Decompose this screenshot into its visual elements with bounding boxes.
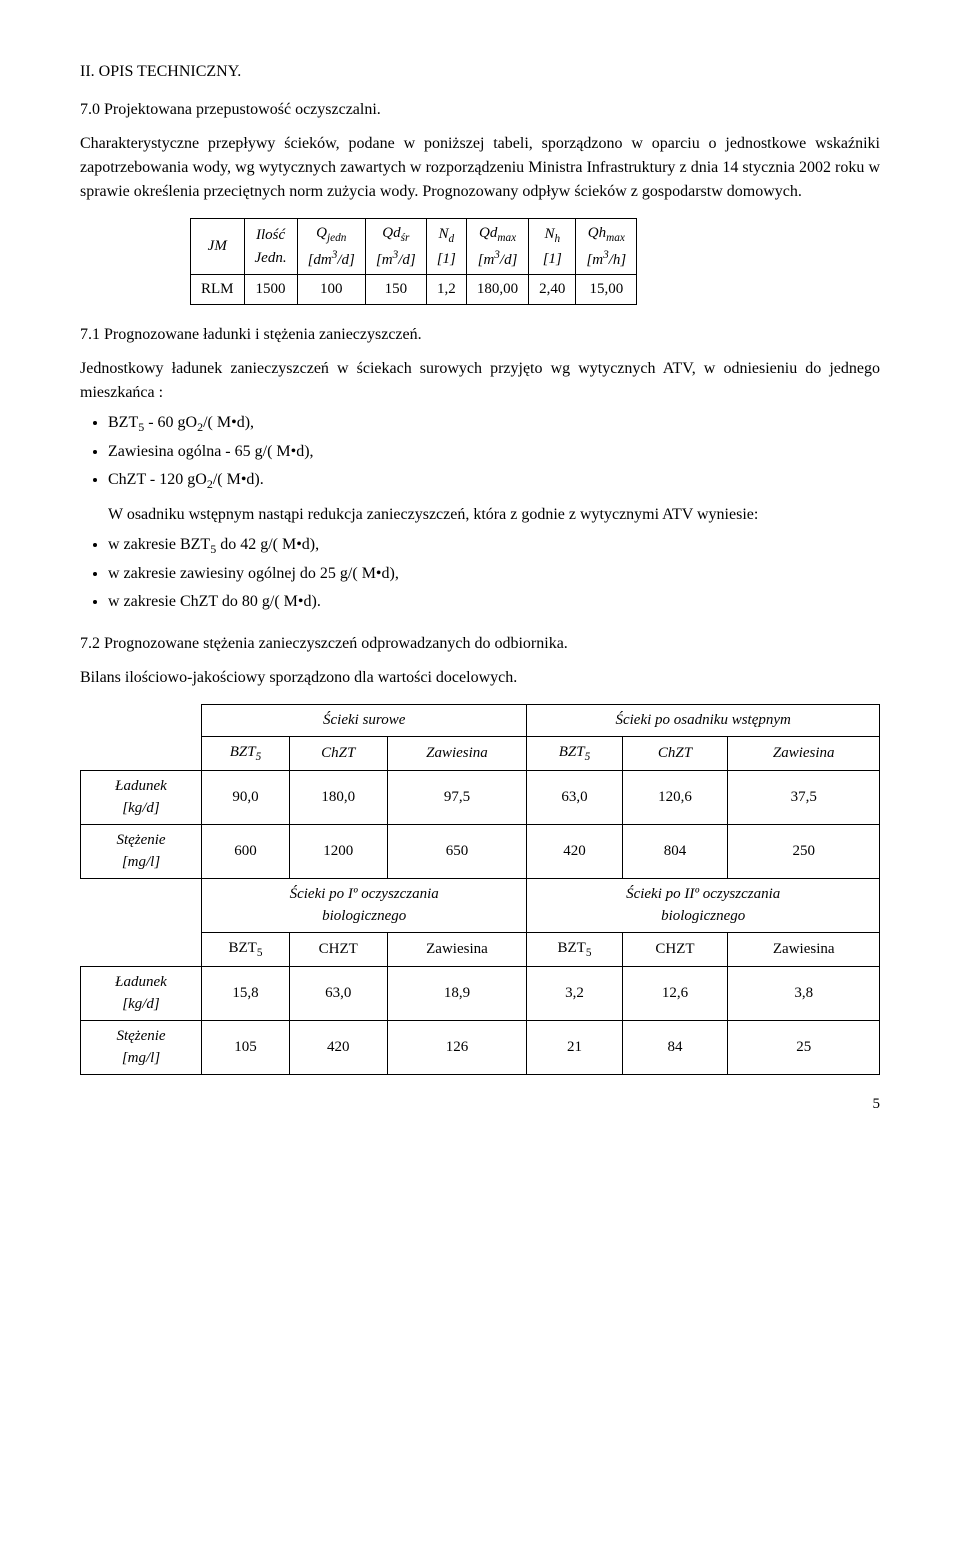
t2-col: ChZT [622, 736, 728, 770]
table-row: Ładunek[kg/d] 15,8 63,0 18,9 3,2 12,6 3,… [81, 966, 880, 1020]
t1-cell: 100 [297, 275, 365, 305]
sec70-title: 7.0 Projektowana przepustowość oczyszcza… [80, 98, 880, 122]
t2-rowhead-stez: Stężenie[mg/l] [81, 824, 202, 878]
t1-hdr-qjedn: Qjedn[dm3/d] [297, 219, 365, 275]
t1-hdr-jm: JM [191, 219, 245, 275]
t2-rowhead-stez2: Stężenie[mg/l] [81, 1020, 202, 1074]
main-heading: II. OPIS TECHNICZNY. [80, 60, 880, 84]
t2-col: CHZT [289, 932, 387, 966]
sec71-paragraph2: W osadniku wstępnym nastąpi redukcja zan… [80, 503, 880, 527]
t2-cell: 126 [387, 1020, 527, 1074]
t1-cell: RLM [191, 275, 245, 305]
t2-col: ChZT [289, 736, 387, 770]
t2-cell: 420 [289, 1020, 387, 1074]
t2-cell: 600 [202, 824, 290, 878]
t1-hdr-qdsr: Qdśr[m3/d] [365, 219, 426, 275]
t2-top-hdr2: Ścieki po osadniku wstępnym [527, 705, 880, 737]
t2-cell: 120,6 [622, 770, 728, 824]
t2-cell: 1200 [289, 824, 387, 878]
t2-col: Zawiesina [387, 932, 527, 966]
t2-rowhead-lad2: Ładunek[kg/d] [81, 966, 202, 1020]
sec72-title: 7.2 Prognozowane stężenia zanieczyszczeń… [80, 632, 880, 656]
t2-cell: 180,0 [289, 770, 387, 824]
t2-cell: 18,9 [387, 966, 527, 1020]
page-number: 5 [80, 1093, 880, 1116]
table-row: Stężenie[mg/l] 105 420 126 21 84 25 [81, 1020, 880, 1074]
t2-mid-hdr1: Ścieki po Iº oczyszczaniabiologicznego [202, 878, 527, 932]
list-item: w zakresie BZT5 do 42 g/( M•d), [108, 533, 880, 558]
table-row: RLM 1500 100 150 1,2 180,00 2,40 15,00 [191, 275, 637, 305]
t1-cell: 2,40 [529, 275, 576, 305]
t1-hdr-ilosc: IlośćJedn. [244, 219, 297, 275]
sec70-paragraph: Charakterystyczne przepływy ścieków, pod… [80, 132, 880, 204]
sec71-paragraph1: Jednostkowy ładunek zanieczyszczeń w ści… [80, 357, 880, 405]
t1-cell: 150 [365, 275, 426, 305]
t2-top-hdr1: Ścieki surowe [202, 705, 527, 737]
t1-cell: 15,00 [576, 275, 637, 305]
t2-cell: 105 [202, 1020, 290, 1074]
t2-col: CHZT [622, 932, 728, 966]
flow-table: JM IlośćJedn. Qjedn[dm3/d] Qdśr[m3/d] Nd… [190, 218, 637, 305]
t2-cell: 12,6 [622, 966, 728, 1020]
t1-hdr-nh: Nh[1] [529, 219, 576, 275]
balance-table: Ścieki surowe Ścieki po osadniku wstępny… [80, 704, 880, 1074]
t1-cell: 1,2 [426, 275, 466, 305]
list-item: Zawiesina ogólna - 65 g/( M•d), [108, 440, 880, 464]
t2-cell: 63,0 [527, 770, 622, 824]
bullet-list-1: BZT5 - 60 gO2/( M•d), Zawiesina ogólna -… [80, 411, 880, 493]
t2-col: Zawiesina [728, 736, 880, 770]
t2-col: BZT5 [202, 932, 290, 966]
t2-cell: 250 [728, 824, 880, 878]
t2-rowhead-lad: Ładunek[kg/d] [81, 770, 202, 824]
t2-cell: 3,2 [527, 966, 622, 1020]
t2-cell: 420 [527, 824, 622, 878]
t1-cell: 1500 [244, 275, 297, 305]
list-item: w zakresie ChZT do 80 g/( M•d). [108, 590, 880, 614]
t2-mid-hdr2: Ścieki po IIº oczyszczaniabiologicznego [527, 878, 880, 932]
t1-hdr-qhmax: Qhmax[m3/h] [576, 219, 637, 275]
t1-hdr-nd: Nd[1] [426, 219, 466, 275]
bullet-list-2: w zakresie BZT5 do 42 g/( M•d), w zakres… [80, 533, 880, 614]
t1-hdr-qdmax: Qdmax[m3/d] [466, 219, 528, 275]
t2-cell: 25 [728, 1020, 880, 1074]
t2-cell: 15,8 [202, 966, 290, 1020]
sec71-title: 7.1 Prognozowane ładunki i stężenia zani… [80, 323, 880, 347]
t2-cell: 97,5 [387, 770, 527, 824]
table-row: Ładunek[kg/d] 90,0 180,0 97,5 63,0 120,6… [81, 770, 880, 824]
t2-col: BZT5 [202, 736, 290, 770]
t2-empty [81, 705, 202, 770]
t2-cell: 804 [622, 824, 728, 878]
t2-cell: 21 [527, 1020, 622, 1074]
t2-empty [81, 878, 202, 966]
t2-col: Zawiesina [387, 736, 527, 770]
t2-col: BZT5 [527, 932, 622, 966]
sec72-paragraph: Bilans ilościowo-jakościowy sporządzono … [80, 666, 880, 690]
list-item: BZT5 - 60 gO2/( M•d), [108, 411, 880, 436]
t2-cell: 84 [622, 1020, 728, 1074]
t2-col: Zawiesina [728, 932, 880, 966]
t1-cell: 180,00 [466, 275, 528, 305]
table-row: Stężenie[mg/l] 600 1200 650 420 804 250 [81, 824, 880, 878]
t2-col: BZT5 [527, 736, 622, 770]
t2-cell: 90,0 [202, 770, 290, 824]
t2-cell: 63,0 [289, 966, 387, 1020]
t2-cell: 650 [387, 824, 527, 878]
t2-cell: 37,5 [728, 770, 880, 824]
list-item: w zakresie zawiesiny ogólnej do 25 g/( M… [108, 562, 880, 586]
t2-cell: 3,8 [728, 966, 880, 1020]
list-item: ChZT - 120 gO2/( M•d). [108, 468, 880, 493]
